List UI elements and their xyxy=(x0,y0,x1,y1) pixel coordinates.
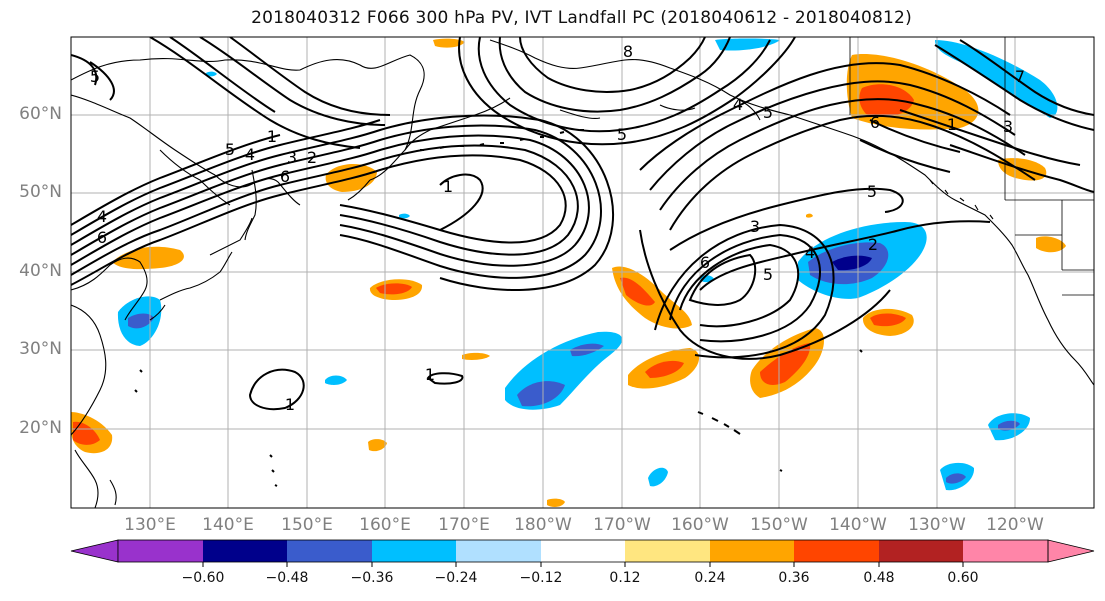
lon-label: 170°W xyxy=(593,515,651,535)
lon-label: 120°W xyxy=(986,515,1044,535)
colorbar-max-extend xyxy=(1047,539,1095,563)
lat-label-60n: 60°N xyxy=(19,104,62,124)
contour-label: 1 xyxy=(443,177,453,196)
colorbar-swatch xyxy=(879,540,963,562)
contour-label: 5 xyxy=(763,265,773,284)
lon-label: 140°W xyxy=(829,515,887,535)
lon-label: 130°W xyxy=(908,515,966,535)
contour-label: 3 xyxy=(750,217,760,236)
colorbar-swatch xyxy=(541,540,625,562)
map-frame xyxy=(70,36,1095,509)
contour-label: 5 xyxy=(763,103,773,122)
lat-label-20n: 20°N xyxy=(19,418,62,438)
negative-shading xyxy=(117,38,1058,491)
colorbar-tick-label: 0.60 xyxy=(947,570,979,586)
contour-label: 4 xyxy=(805,243,815,262)
colorbar-swatch xyxy=(794,540,879,562)
contour-label: 3 xyxy=(1003,117,1013,136)
lon-label: 170°E xyxy=(438,515,490,535)
colorbar-swatch xyxy=(710,540,794,562)
map-panel: 5 4 6 1 5 4 3 2 6 8 5 4 1 6 5 3 5 2 4 6 … xyxy=(71,37,1094,508)
figure-title: 2018040312 F066 300 hPa PV, IVT Landfall… xyxy=(251,8,912,28)
contour-label: 6 xyxy=(700,253,710,272)
colorbar-tick-label: 0.24 xyxy=(694,570,726,586)
contour-label: 4 xyxy=(245,145,255,164)
contour-label: 5 xyxy=(867,182,877,201)
colorbar-swatch xyxy=(372,540,456,562)
contour-label: 1 xyxy=(947,115,957,134)
contour-label: 5 xyxy=(225,140,235,159)
contour-label: 1 xyxy=(425,365,435,384)
colorbar-tick-label: −0.36 xyxy=(350,570,394,586)
colorbar-tick-label: 0.48 xyxy=(863,570,895,586)
colorbar-swatch xyxy=(203,540,287,562)
contour-label: 6 xyxy=(280,167,290,186)
pv-contours xyxy=(71,37,1094,411)
colorbar-tick-label: 0.36 xyxy=(778,570,810,586)
lon-label: 130°E xyxy=(124,515,176,535)
contour-label: 1 xyxy=(285,395,295,414)
contour-label: 5 xyxy=(617,125,627,144)
colorbar-swatch xyxy=(625,540,710,562)
colorbar-tick-label: 0.12 xyxy=(609,570,641,586)
colorbar-min-extend xyxy=(70,539,119,563)
contour-label: 6 xyxy=(97,228,107,247)
lon-label: 150°E xyxy=(281,515,333,535)
lat-label-40n: 40°N xyxy=(19,261,62,281)
lon-label: 180°W xyxy=(514,515,572,535)
lon-label: 160°E xyxy=(359,515,411,535)
positive-shading xyxy=(71,38,1066,507)
contour-label: 5 xyxy=(90,67,100,86)
gridlines xyxy=(71,37,1094,508)
contour-label: 7 xyxy=(1015,67,1025,86)
contour-label: 4 xyxy=(97,207,107,226)
colorbar-swatch xyxy=(287,540,372,562)
colorbar-tick-label: −0.24 xyxy=(434,570,478,586)
contour-label: 2 xyxy=(307,148,317,167)
colorbar xyxy=(70,539,1095,567)
contour-label: 8 xyxy=(623,42,633,61)
contour-label: 1 xyxy=(267,127,277,146)
lon-label: 140°E xyxy=(202,515,254,535)
lon-label: 160°W xyxy=(671,515,729,535)
colorbar-tick-label: −0.60 xyxy=(181,570,225,586)
colorbar-swatch xyxy=(118,540,203,562)
lon-label: 150°W xyxy=(750,515,808,535)
colorbar-tick-label: −0.12 xyxy=(519,570,563,586)
contour-labels: 5 4 6 1 5 4 3 2 6 8 5 4 1 6 5 3 5 2 4 6 … xyxy=(90,42,1025,414)
pv-shading xyxy=(71,38,1066,507)
lat-label-50n: 50°N xyxy=(19,182,62,202)
contour-label: 6 xyxy=(870,113,880,132)
lat-label-30n: 30°N xyxy=(19,339,62,359)
colorbar-tick-label: −0.48 xyxy=(265,570,309,586)
contour-label: 4 xyxy=(733,95,743,114)
contour-label: 2 xyxy=(868,235,878,254)
colorbar-swatch xyxy=(963,540,1048,562)
contour-label: 3 xyxy=(287,148,297,167)
colorbar-swatch xyxy=(456,540,541,562)
